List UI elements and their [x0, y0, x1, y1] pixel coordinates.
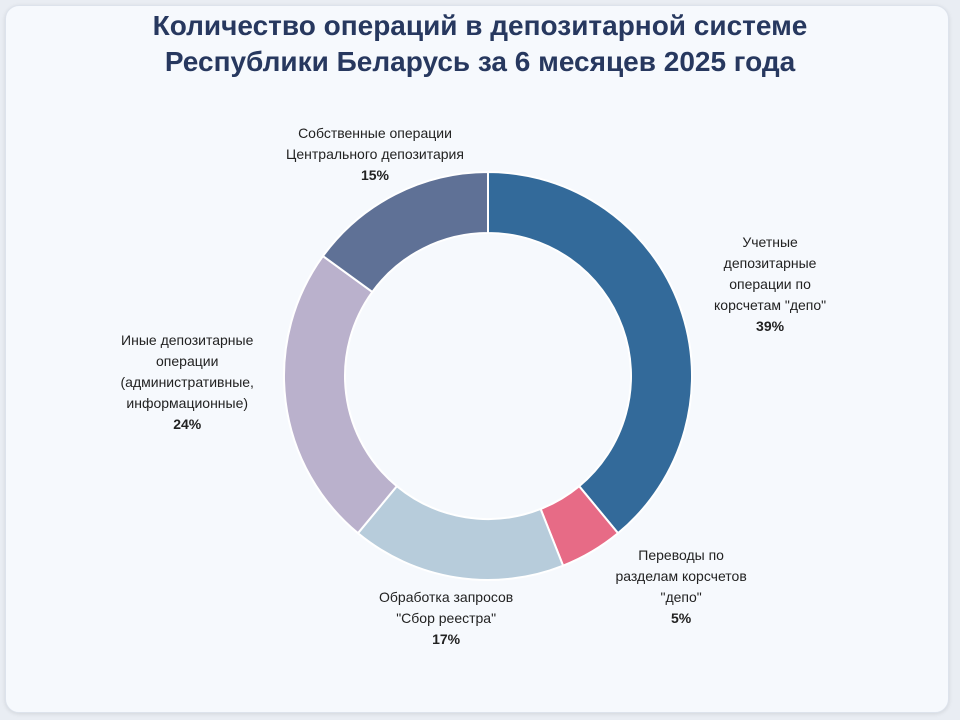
slice-percent-2: 5%	[671, 610, 692, 626]
slice-percent-3: 17%	[432, 631, 461, 647]
slice-label-3: Обработка запросов "Сбор реестра" 17%	[379, 587, 513, 650]
donut-slice-1	[487, 170, 693, 535]
slice-label-3-line-1: Обработка запросов	[379, 589, 514, 605]
chart-title: Количество операций в депозитарной систе…	[0, 8, 960, 80]
slice-label-5-line-1: Собственные операции	[298, 125, 452, 141]
slice-label-1-line-4: корсчетам "депо"	[714, 297, 827, 313]
slice-label-4-line-4: информационные)	[126, 395, 249, 411]
chart-title-line-2: Республики Беларусь за 6 месяцев 2025 го…	[164, 46, 796, 77]
slice-percent-5: 15%	[360, 167, 389, 183]
slice-label-5-line-2: Центрального депозитария	[286, 146, 464, 162]
slice-label-1-line-3: операции по	[729, 276, 811, 292]
slice-label-5: Собственные операции Центрального депозит…	[286, 123, 464, 186]
slice-percent-4: 24%	[173, 416, 202, 432]
chart-card	[5, 5, 949, 713]
slice-label-3-line-2: "Сбор реестра"	[396, 610, 497, 626]
chart-title-line-1: Количество операций в депозитарной систе…	[152, 10, 808, 41]
slice-label-2: Переводы по разделам корсчетов "депо" 5%	[616, 545, 747, 629]
slice-label-4: Иные депозитарные операции (административн…	[121, 330, 254, 435]
slice-label-4-line-2: операции	[156, 353, 219, 369]
slice-label-1: Учетные депозитарные операции по корсчетам …	[714, 232, 826, 337]
slice-label-4-line-3: (административные,	[120, 374, 254, 390]
slice-label-2-line-3: "депо"	[660, 589, 702, 605]
donut-slice-4	[283, 254, 399, 535]
donut-slice-5	[321, 170, 489, 294]
slice-percent-1: 39%	[756, 318, 785, 334]
slice-label-4-line-1: Иные депозитарные	[121, 332, 254, 348]
slice-label-1-line-2: депозитарные	[723, 255, 817, 271]
slice-label-2-line-2: разделам корсчетов	[615, 568, 747, 584]
slice-label-2-line-1: Переводы по	[638, 547, 724, 563]
donut-slice-3	[356, 484, 565, 581]
slice-label-1-line-1: Учетные	[742, 234, 798, 250]
